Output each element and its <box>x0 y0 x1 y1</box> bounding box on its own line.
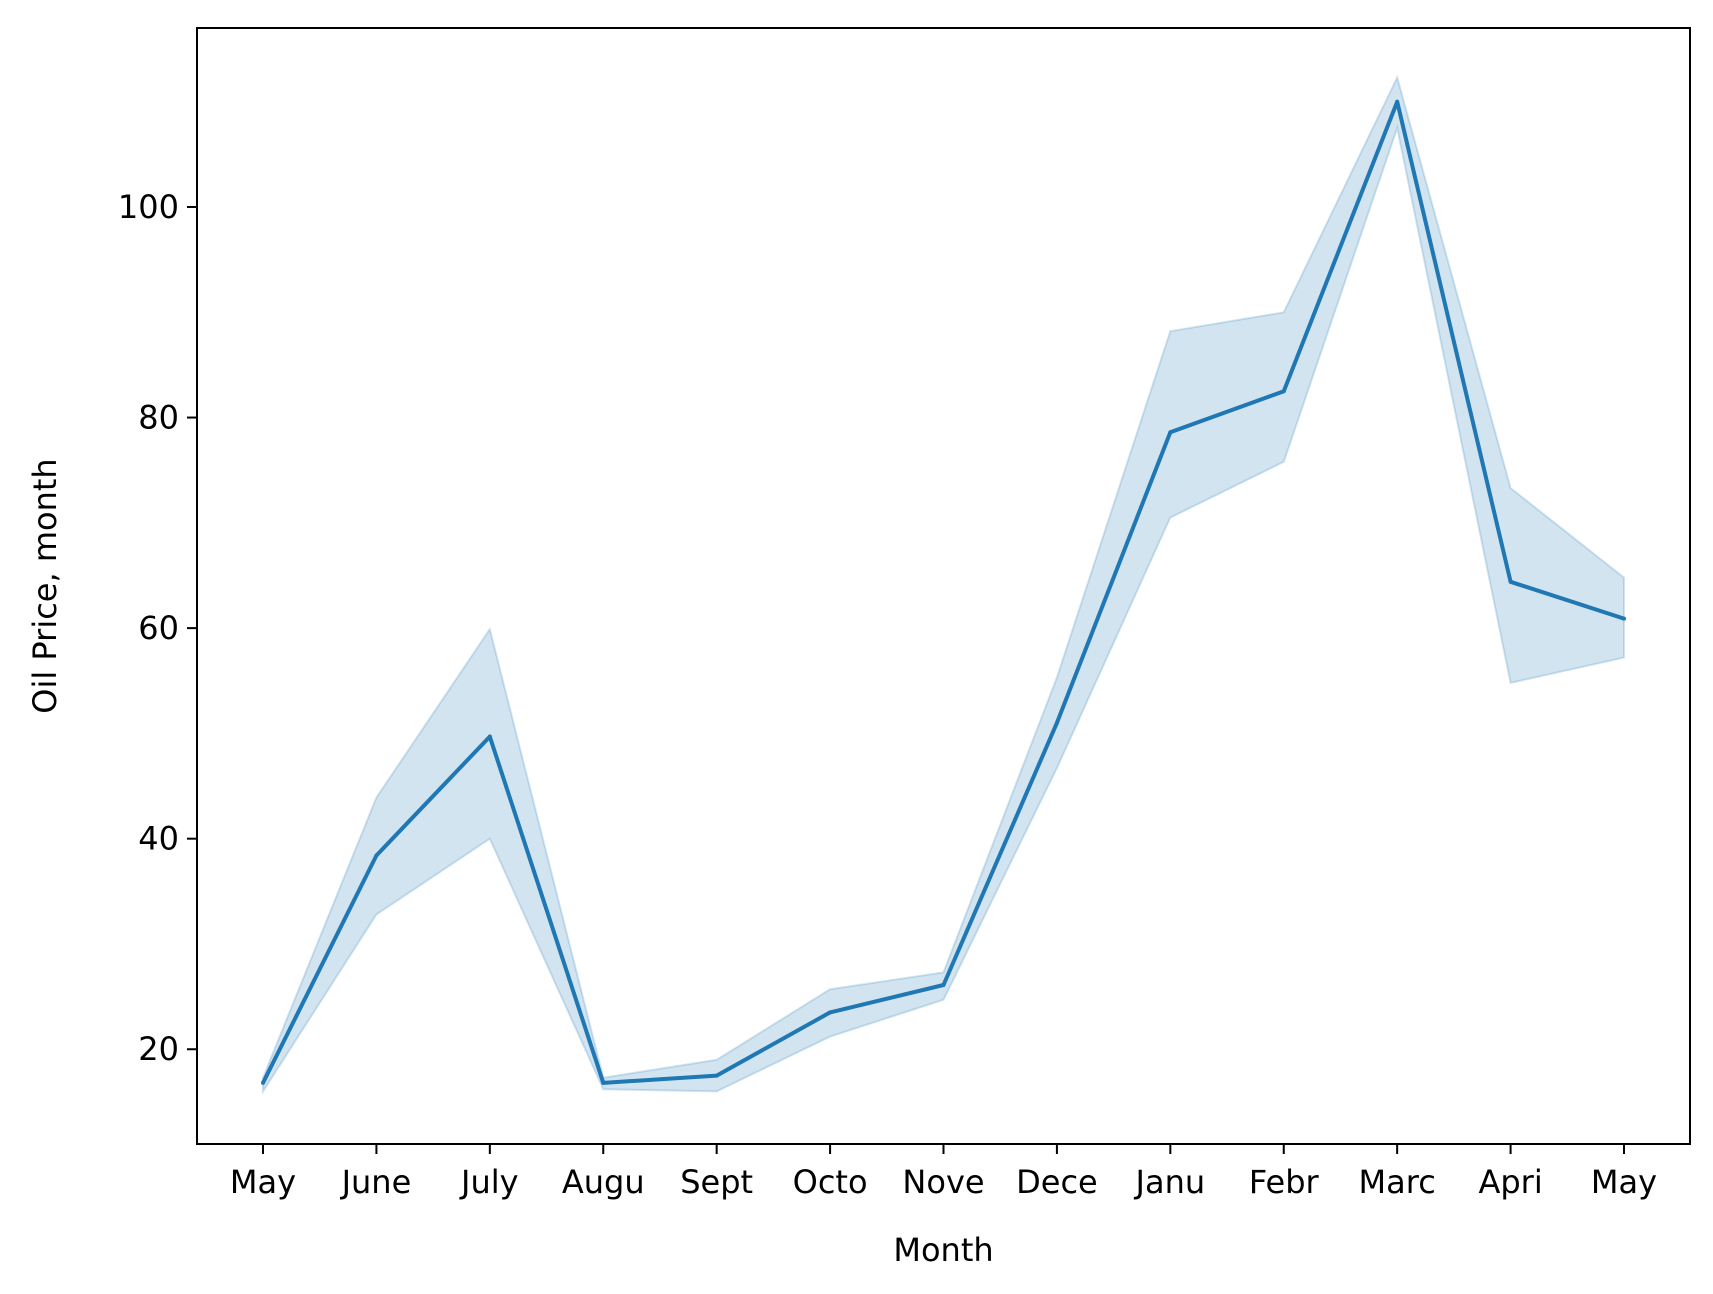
data-point <box>601 1080 606 1085</box>
x-tick-label: Apri <box>1478 1163 1542 1201</box>
x-tick-label: Augu <box>562 1163 645 1201</box>
y-tick-label: 20 <box>138 1030 179 1068</box>
data-point <box>1508 579 1513 584</box>
y-tick-label: 100 <box>118 188 179 226</box>
data-point <box>1168 430 1173 435</box>
data-point <box>1281 389 1286 394</box>
confidence-band <box>262 74 1625 1095</box>
data-point <box>1622 616 1626 621</box>
x-tick-label: May <box>1591 1163 1657 1201</box>
x-tick-label: Marc <box>1359 1163 1436 1201</box>
y-tick-label: 80 <box>138 399 179 437</box>
data-point <box>487 734 492 739</box>
x-tick-label: May <box>230 1163 296 1201</box>
x-axis-label: Month <box>893 1231 993 1269</box>
x-tick-label: July <box>459 1163 519 1201</box>
data-point <box>1054 720 1059 725</box>
x-tick-label: Sept <box>680 1163 753 1201</box>
x-tick-label: Dece <box>1016 1163 1098 1201</box>
x-axis: May June July Augu Sept Octo Nove Dece Janu Febr M… <box>230 1144 1657 1201</box>
y-tick-label: 40 <box>138 820 179 858</box>
data-point <box>1395 99 1400 104</box>
y-tick-label: 60 <box>138 609 179 647</box>
x-tick-label: Nove <box>902 1163 984 1201</box>
data-point <box>828 1010 833 1015</box>
x-tick-label: June <box>340 1163 412 1201</box>
data-point <box>714 1073 719 1078</box>
y-axis-label: Oil Price, month <box>26 458 64 713</box>
y-axis: 20 40 60 80 100 <box>118 188 197 1068</box>
x-tick-label: Janu <box>1134 1163 1206 1201</box>
x-tick-label: Octo <box>793 1163 868 1201</box>
x-tick-label: Febr <box>1249 1163 1320 1201</box>
data-point <box>941 983 946 988</box>
series-line <box>261 99 1625 1085</box>
data-point <box>374 853 379 858</box>
data-point <box>261 1080 265 1085</box>
